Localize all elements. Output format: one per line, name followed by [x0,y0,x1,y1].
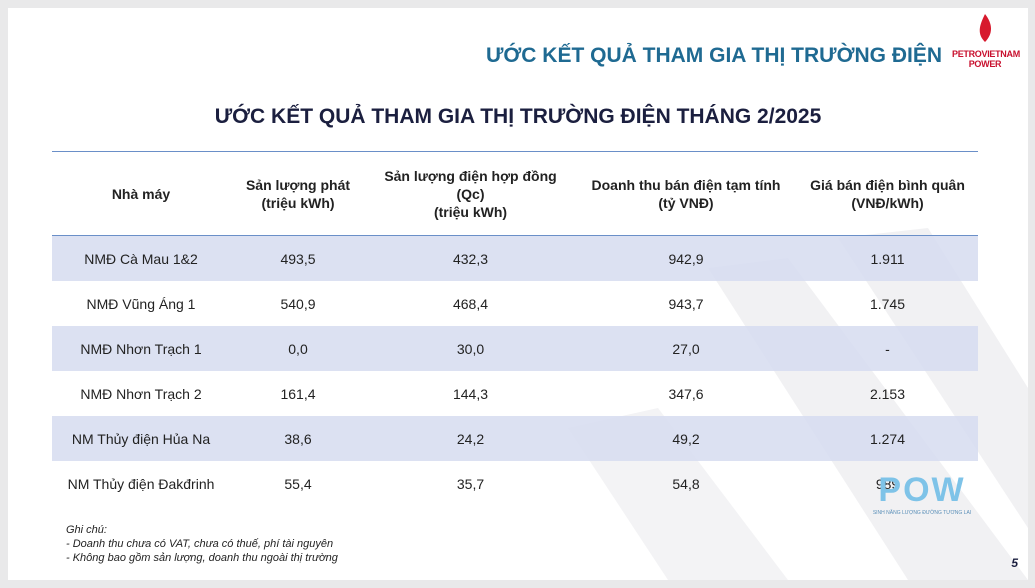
logo: PETROVIETNAM POWER [952,12,1020,69]
table-row: NM Thủy điện Hủa Na 38,6 24,2 49,2 1.274 [52,416,978,461]
table-cell: 347,6 [668,385,704,402]
column-header: Sản lượng điện hợp đồng (Qc) (triệu kWh) [366,151,575,236]
table-cell: 432,3 [366,235,575,281]
column-header: Nhà máy [52,151,230,236]
table-cell: 27,0 [575,326,797,371]
table-row: NMĐ Cà Mau 1&2 493,5 432,3 942,9 1.911 [52,235,978,281]
table-cell: NMĐ Vũng Áng 1 [86,295,196,312]
data-table: Nhà máy Sản lượng phát (triệu kWh) Sản lượ… [52,151,978,506]
notes: Ghi chú: - Doanh thu chưa có VAT, chưa có… [66,523,338,565]
table-cell: 35,7 [456,475,485,492]
table-cell: 144,3 [452,385,489,402]
column-header: Giá bán điện bình quân (VNĐ/kWh) [797,151,978,236]
table-cell: 2.153 [869,385,906,402]
note-line: - Không bao gồm sản lượng, doanh thu ngo… [66,552,338,564]
table-cell: 30,0 [366,326,575,371]
logo-text: POWER [968,59,1002,69]
note-line: - Doanh thu chưa có VAT, chưa có thuế, p… [66,538,334,550]
table-cell: NM Thủy điện Hủa Na [52,416,230,461]
table-cell: 49,2 [575,416,797,461]
table-cell: 989 [875,475,900,492]
table-cell: 38,6 [230,416,366,461]
brand: POW [878,471,966,509]
table-row: NMĐ Vũng Áng 1 540,9 468,4 943,7 1.745 [52,281,978,326]
table-cell: 24,2 [366,416,575,461]
note-line: Ghi chú: [66,524,107,536]
table-row: NMĐ Nhơn Trạch 2 161,4 144,3 347,6 2.153 [52,371,978,416]
slide-title: ƯỚC KẾT QUẢ THAM GIA THỊ TRƯỜNG ĐIỆN THÁ… [214,105,822,128]
page-number: 5 [1011,556,1018,570]
logo-flame [979,14,991,42]
table-cell: 540,9 [280,295,316,312]
table-cell: NMĐ Cà Mau 1&2 [52,235,230,281]
table-row: NMĐ Nhơn Trạch 1 0,0 30,0 27,0- [52,326,978,371]
slide: ƯỚC KẾT QUẢ THAM GIA THỊ TRƯỜNG ĐIỆN PET… [8,8,1028,580]
table-cell: 942,9 [575,235,797,281]
table-cell: - [797,326,978,371]
table-cell: 0,0 [230,326,366,371]
table-cell: 1.274 [797,416,978,461]
column-header: Sản lượng phát (triệu kWh) [230,151,366,236]
table-cell: NMĐ Nhơn Trạch 1 [52,326,230,371]
table-cell: 1.911 [797,235,978,281]
column-header: Doanh thu bán điện tạm tính (tỷ VNĐ) [575,151,797,236]
pow-logo: POW SINH NĂNG LƯỢNG ĐƯỜNG TƯƠNG LAI [864,471,980,516]
table-cell: 468,4 [452,295,489,312]
table-cell: 54,8 [672,475,700,492]
logo-text: PETROVIETNAM [952,49,1020,59]
table-cell: NMĐ Nhơn Trạch 2 [80,385,202,402]
table-cell: 493,5 [230,235,366,281]
table-cell: NM Thủy điện Đakđrinh [67,475,215,492]
header-title: ƯỚC KẾT QUẢ THAM GIA THỊ TRƯỜNG ĐIỆN [485,44,942,67]
table-cell: 1.745 [869,295,906,312]
tagline: SINH NĂNG LƯỢNG ĐƯỜNG TƯƠNG LAI [872,510,972,516]
table-row: NM Thủy điện Đakđrinh 55,4 35,7 54,8 989 [52,461,978,506]
table-cell: 55,4 [284,475,312,492]
header-row: Nhà máy Sản lượng phát (triệu kWh) Sản lượ… [52,151,978,236]
table-cell: 161,4 [280,385,316,402]
table-cell: 943,7 [668,295,704,312]
